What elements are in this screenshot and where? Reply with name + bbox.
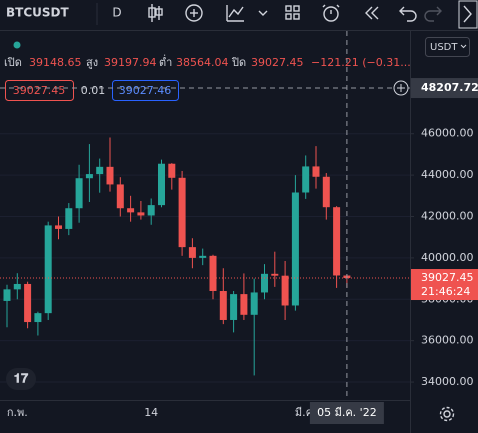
candle-body xyxy=(168,163,176,178)
legend: เปิด 39148.65 สูง 39197.94 ต่ำ 38564.04 … xyxy=(4,54,411,69)
candle-body xyxy=(127,208,135,213)
sell-price: 39027.45 xyxy=(13,84,66,97)
candle-icon[interactable] xyxy=(148,4,163,22)
legend-label: ต่ำ xyxy=(159,54,172,69)
candle-body xyxy=(13,283,21,290)
sell-button[interactable] xyxy=(5,80,74,101)
y-tick-label: 42000.00 xyxy=(421,210,474,223)
candle-body xyxy=(271,273,279,276)
symbol[interactable]: BTCUSDT xyxy=(6,6,69,20)
currency-select[interactable] xyxy=(425,37,470,57)
candle-body xyxy=(96,166,104,175)
candle-body xyxy=(44,225,52,314)
interval[interactable]: D xyxy=(112,6,121,20)
currency[interactable]: USDT xyxy=(430,42,458,53)
candle-body xyxy=(312,166,320,177)
y-tick-label: 36000.00 xyxy=(421,334,474,347)
x-tick-label: 14 xyxy=(144,406,158,419)
candle-body xyxy=(188,247,196,258)
legend-value: 38564.04 xyxy=(176,56,229,69)
y-tick-label: 46000.00 xyxy=(421,127,474,140)
candle-body xyxy=(3,289,11,301)
crosshair-price-box xyxy=(411,78,478,99)
legend-change: −121.21 (−0.31... xyxy=(311,56,411,69)
panel-arrow xyxy=(463,5,472,23)
y-tick-label: 44000.00 xyxy=(421,168,474,181)
price-label: 39027.45 xyxy=(421,271,474,284)
layout-icon[interactable] xyxy=(285,5,300,20)
candle-body xyxy=(209,255,217,292)
status-dot xyxy=(13,41,21,49)
candle-body xyxy=(75,178,83,209)
chevron-icon[interactable] xyxy=(258,10,268,16)
candle-body xyxy=(302,166,310,193)
quantity[interactable]: 0.01 xyxy=(81,84,106,97)
legend-label: ปิด xyxy=(231,56,246,69)
alert-icon[interactable] xyxy=(322,4,340,22)
candle-body xyxy=(137,212,145,216)
candle-body xyxy=(158,163,165,206)
buy-price: 39027.46 xyxy=(119,84,172,97)
candle-body xyxy=(219,291,227,320)
undo-icon[interactable] xyxy=(399,6,417,22)
candle-body xyxy=(230,294,238,320)
candle-body xyxy=(240,294,248,315)
toolbar: BTCUSDT D xyxy=(0,0,478,31)
candle-body xyxy=(281,275,289,306)
buy-button[interactable] xyxy=(112,80,179,101)
crosshair-price: 48207.72 xyxy=(421,81,478,94)
redo-icon xyxy=(424,6,442,22)
y-tick-label: 34000.00 xyxy=(421,375,474,388)
plus-sign xyxy=(397,84,405,93)
candle-body xyxy=(261,273,268,293)
candle-body xyxy=(65,208,73,229)
indicators-icon[interactable] xyxy=(226,5,244,22)
add-indicator-icon[interactable] xyxy=(185,4,203,22)
candle-body xyxy=(34,313,42,323)
plot xyxy=(0,133,410,383)
candle-body xyxy=(322,176,330,208)
candle-body xyxy=(250,292,258,315)
legend-value: 39148.65 xyxy=(29,56,82,69)
candle-body xyxy=(178,177,186,248)
candle-body xyxy=(333,207,341,276)
svg-text:𝟏𝟕: 𝟏𝟕 xyxy=(14,372,29,387)
replay-icon[interactable] xyxy=(365,6,379,20)
candle-body xyxy=(85,174,93,179)
candle-body xyxy=(116,184,124,209)
currency-chevron xyxy=(460,44,467,49)
legend-label: เปิด xyxy=(4,56,22,69)
price-label-box xyxy=(411,269,478,301)
countdown: 21:46:24 xyxy=(421,285,470,298)
legend-label: สูง xyxy=(86,56,98,69)
crosshair-date: 05 มี.ค. '22 xyxy=(317,406,377,419)
candle-body xyxy=(199,255,207,258)
panel-button[interactable] xyxy=(458,0,478,29)
candle-body xyxy=(291,192,299,306)
candle-body xyxy=(147,205,155,216)
crosshair-date-box xyxy=(309,402,384,424)
legend-value: 39027.45 xyxy=(251,56,304,69)
candle-body xyxy=(24,283,32,323)
legend-value: 39197.94 xyxy=(104,56,157,69)
settings-icon[interactable] xyxy=(439,406,455,422)
candle-body xyxy=(106,166,114,185)
crosshair-plus[interactable] xyxy=(393,80,409,96)
y-tick-label: 40000.00 xyxy=(421,251,474,264)
tv-logo: 𝟏𝟕 xyxy=(6,368,36,390)
x-tick-label: ก.พ. xyxy=(7,406,28,419)
candle-body xyxy=(55,225,62,229)
